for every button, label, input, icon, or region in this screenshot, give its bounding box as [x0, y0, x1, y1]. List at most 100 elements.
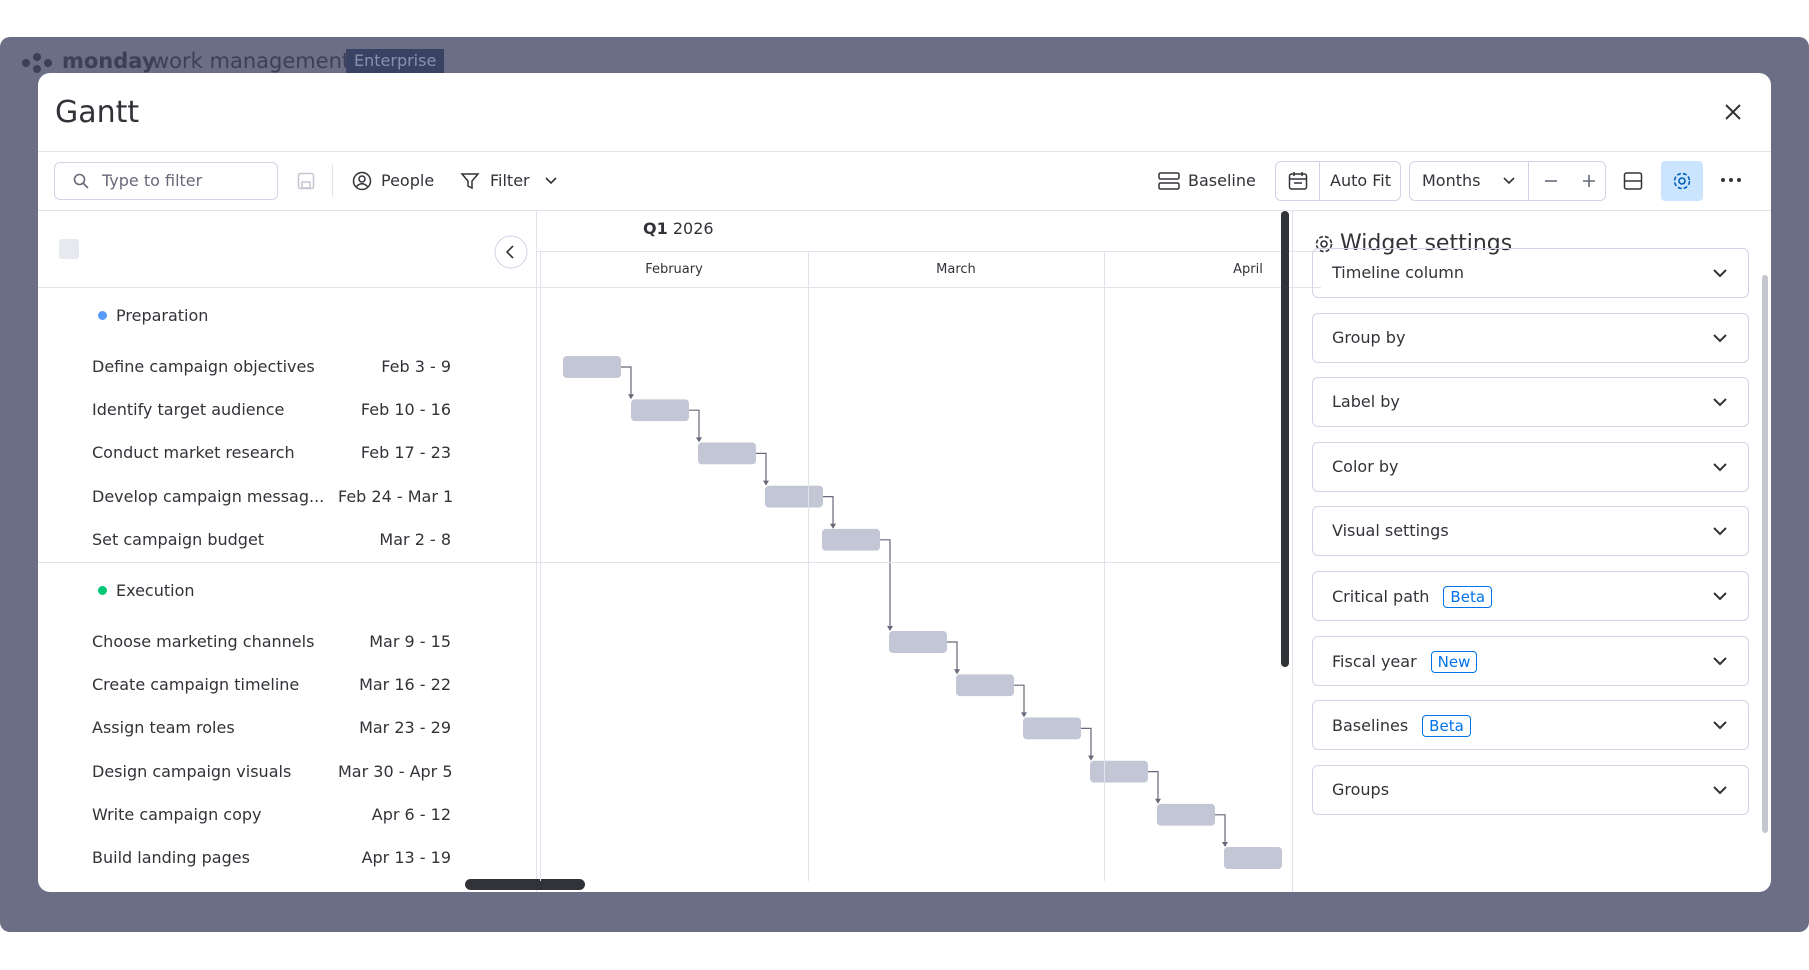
settings-label-text: Timeline column [1332, 263, 1465, 282]
dependency-line [823, 496, 834, 527]
gantt-bars [38, 73, 1771, 892]
dependency-arrow [696, 437, 702, 443]
group-header[interactable]: Execution [98, 581, 195, 601]
task-name[interactable]: Assign team roles [92, 718, 235, 738]
dependency-arrow [954, 669, 960, 675]
brand: monday [62, 49, 156, 73]
dependency-arrow [1155, 798, 1161, 804]
settings-badge: New [1430, 650, 1478, 673]
dependency-line [1014, 684, 1025, 716]
settings-section[interactable]: Group by [1312, 312, 1749, 363]
settings-section[interactable]: Label by [1312, 377, 1749, 428]
task-bar [563, 356, 621, 378]
settings-section[interactable]: Timeline column [1312, 248, 1749, 298]
logo [22, 53, 52, 73]
gantt-modal: Gantt Type to filter People Filter Basel… [38, 73, 1771, 892]
group-header[interactable]: Preparation [98, 306, 208, 326]
task-bar [822, 529, 880, 551]
vertical-scrollbar[interactable] [1281, 211, 1289, 667]
year: 2026 [672, 219, 714, 238]
task-bar [765, 486, 823, 508]
task-dates: Mar 2 - 8 [379, 529, 451, 549]
task-name[interactable]: Develop campaign messag... [92, 486, 325, 506]
task-name[interactable]: Identify target audience [92, 400, 285, 420]
settings-label: Color by [1332, 457, 1398, 477]
filter-button[interactable]: Filter [490, 171, 530, 190]
settings-section[interactable]: Fiscal year New [1312, 635, 1749, 686]
settings-label: Fiscal year New [1332, 650, 1478, 673]
settings-label: Visual settings [1332, 521, 1449, 541]
people-button[interactable]: People [381, 171, 435, 190]
dependency-arrow [830, 523, 836, 529]
task-name[interactable]: Create campaign timeline [92, 675, 300, 695]
filter-input[interactable]: Type to filter [54, 162, 278, 200]
people-icon[interactable] [352, 171, 372, 191]
settings-button[interactable] [1661, 161, 1703, 201]
dependency-line [880, 539, 891, 629]
task-dates: Feb 3 - 9 [381, 357, 451, 376]
month-label: February [645, 262, 703, 277]
task-name[interactable]: Define campaign objectives [92, 357, 315, 376]
group-dot [98, 586, 107, 595]
month-divider [540, 251, 541, 881]
task-dates: Apr 13 - 19 [361, 848, 451, 867]
month-label: March [936, 262, 976, 277]
baseline-button[interactable]: Baseline [1188, 171, 1256, 190]
filter-icon[interactable] [460, 171, 480, 191]
baseline-icon[interactable] [1158, 171, 1180, 191]
settings-icon [1315, 235, 1333, 253]
task-dates: Mar 16 - 22 [359, 675, 451, 695]
modal-title: Gantt [55, 95, 140, 130]
plan-badge: Enterprise [346, 49, 445, 73]
settings-label-text: Groups [1332, 779, 1390, 799]
task-name[interactable]: Conduct market research [92, 443, 295, 463]
task-bar [698, 442, 756, 464]
dependency-arrow [628, 394, 634, 400]
settings-label-text: Color by [1332, 456, 1399, 476]
month-label: April [1233, 262, 1263, 277]
zoom-label: Months [1422, 171, 1481, 190]
product: work management [152, 49, 351, 73]
task-name[interactable]: Write campaign copy [92, 804, 262, 824]
settings-section[interactable]: Baselines Beta [1312, 700, 1749, 751]
save-icon[interactable] [297, 172, 315, 190]
group-divider [38, 562, 1281, 563]
more-button[interactable] [1720, 177, 1742, 183]
task-dates: Mar 30 - Apr 5 [338, 761, 453, 781]
settings-label-text: Group by [1332, 327, 1406, 347]
settings-label: Groups [1332, 780, 1389, 800]
settings-badge: Beta [1422, 715, 1471, 738]
group-name: Execution [116, 581, 195, 600]
chevron [1713, 656, 1727, 666]
filter-dropdown[interactable] [544, 176, 558, 186]
zoom-select[interactable]: Months [1409, 161, 1606, 201]
settings-label: Baselines Beta [1332, 715, 1471, 738]
dependency-line [1215, 814, 1226, 845]
collapse-list[interactable] [494, 235, 528, 269]
divider [332, 165, 333, 197]
task-name[interactable]: Choose marketing channels [92, 632, 315, 651]
dependency-arrow [887, 626, 893, 631]
settings-section[interactable]: Color by [1312, 441, 1749, 492]
layout-icon[interactable] [1623, 171, 1643, 191]
collapse-all[interactable] [59, 239, 79, 259]
settings-section[interactable]: Critical path Beta [1312, 571, 1749, 621]
chevron [1713, 398, 1727, 407]
settings-label-text: Label by [1332, 392, 1400, 412]
settings-section[interactable]: Groups [1312, 764, 1749, 815]
task-dates: Mar 9 - 15 [369, 632, 451, 651]
dependency-arrow [763, 480, 769, 486]
task-bar [1090, 761, 1148, 783]
dependency-arrow [1021, 712, 1027, 718]
horizontal-scrollbar[interactable] [465, 879, 585, 890]
task-name[interactable]: Design campaign visuals [92, 761, 292, 781]
task-bar [1224, 847, 1282, 869]
chevron [1713, 786, 1727, 795]
auto-fit-button[interactable]: Auto Fit [1275, 161, 1401, 201]
settings-section[interactable]: Visual settings [1312, 506, 1749, 557]
task-name[interactable]: Build landing pages [92, 848, 250, 867]
task-name[interactable]: Set campaign budget [92, 529, 265, 549]
close-button[interactable] [1724, 103, 1742, 121]
settings-scrollbar[interactable] [1762, 275, 1768, 833]
